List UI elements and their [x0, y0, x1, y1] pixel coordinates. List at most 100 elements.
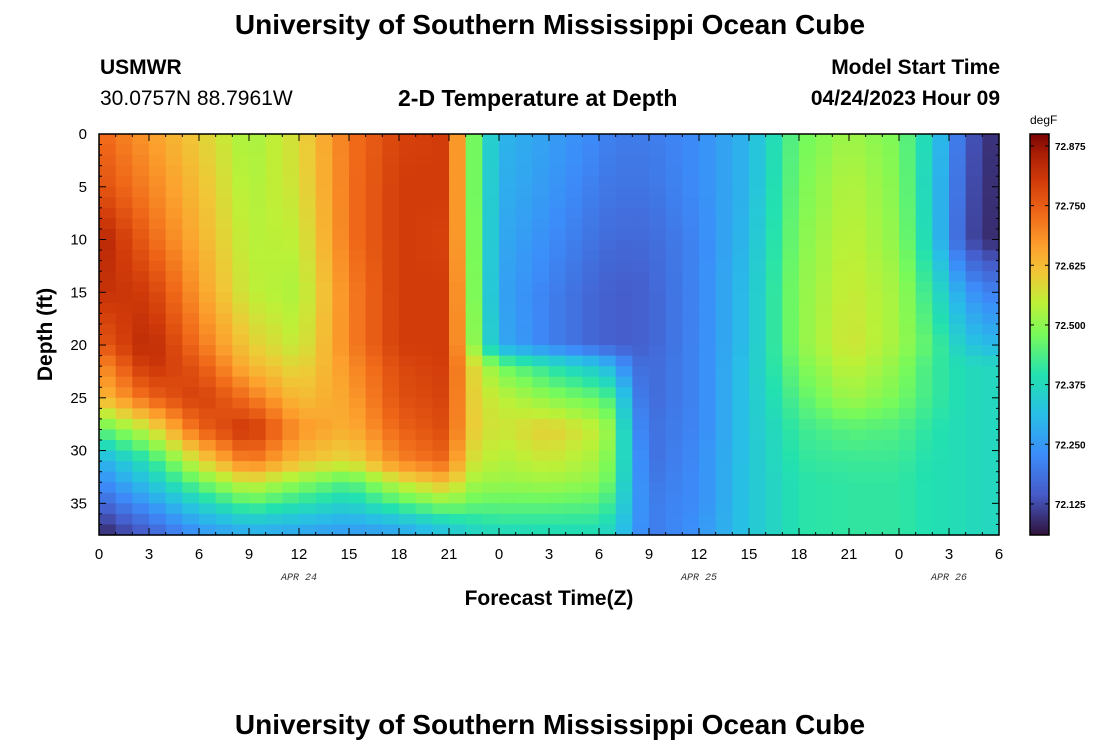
heatmap-cell: [199, 281, 217, 293]
heatmap-cell: [632, 387, 650, 399]
heatmap-cell: [882, 176, 900, 188]
heatmap-cell: [499, 492, 517, 504]
heatmap-cell: [115, 376, 133, 388]
heatmap-cell: [349, 228, 367, 241]
heatmap-cell: [265, 228, 283, 241]
heatmap-cell: [332, 397, 350, 409]
heatmap-cell: [882, 281, 900, 293]
heatmap-cell: [449, 186, 467, 198]
heatmap-cell: [632, 492, 650, 504]
heatmap-cell: [665, 302, 683, 314]
heatmap-cell: [882, 366, 900, 378]
heatmap-cell: [665, 429, 683, 441]
heatmap-cell: [432, 461, 450, 473]
heatmap-cell: [682, 461, 700, 473]
heatmap-cell: [915, 134, 933, 146]
heatmap-cell: [515, 292, 533, 304]
heatmap-cell: [382, 302, 400, 314]
heatmap-cell: [249, 239, 267, 251]
heatmap-cell: [99, 492, 117, 504]
heatmap-cell: [199, 355, 217, 367]
heatmap-cell: [182, 376, 200, 388]
heatmap-cell: [332, 450, 350, 462]
heatmap-cell: [149, 429, 167, 441]
heatmap-cell: [465, 197, 483, 209]
heatmap-cell: [732, 165, 750, 177]
heatmap-cell: [265, 197, 283, 209]
heatmap-cell: [765, 292, 783, 304]
heatmap-cell: [415, 492, 433, 504]
heatmap-cell: [532, 418, 550, 431]
heatmap-cell: [815, 355, 833, 367]
heatmap-cell: [149, 408, 167, 420]
heatmap-cell: [599, 418, 617, 431]
heatmap-cell: [582, 408, 600, 420]
heatmap-cell: [282, 165, 300, 177]
x-tick-label: 3: [945, 546, 953, 563]
heatmap-cell: [732, 471, 750, 483]
heatmap-cell: [899, 323, 917, 336]
heatmap-cell: [732, 397, 750, 409]
heatmap-cell: [249, 440, 267, 452]
heatmap-cell: [415, 513, 433, 526]
heatmap-cell: [382, 144, 400, 156]
heatmap-cell: [382, 503, 400, 515]
heatmap-cell: [515, 513, 533, 526]
heatmap-cell: [582, 197, 600, 209]
heatmap-cell: [365, 503, 383, 515]
heatmap-cell: [349, 313, 367, 325]
heatmap-cell: [649, 176, 667, 188]
heatmap-cell: [982, 207, 1000, 220]
heatmap-cell: [949, 471, 967, 483]
heatmap-cell: [149, 345, 167, 357]
heatmap-cell: [365, 387, 383, 399]
heatmap-cell: [632, 250, 650, 262]
heatmap-cell: [432, 155, 450, 167]
heatmap-cell: [882, 144, 900, 156]
heatmap-cell: [199, 408, 217, 420]
heatmap-cell: [482, 260, 500, 272]
heatmap-cell: [399, 155, 417, 167]
heatmap-cell: [882, 165, 900, 177]
heatmap-cell: [349, 250, 367, 262]
heatmap-cell: [349, 345, 367, 357]
heatmap-cell: [849, 418, 867, 431]
heatmap-cell: [582, 144, 600, 156]
heatmap-cell: [482, 450, 500, 462]
heatmap-cell: [865, 492, 883, 504]
heatmap-cell: [515, 250, 533, 262]
heatmap-cell: [965, 387, 983, 399]
heatmap-cell: [549, 239, 567, 251]
heatmap-cell: [349, 397, 367, 409]
heatmap-cell: [149, 323, 167, 336]
heatmap-cell: [865, 207, 883, 220]
heatmap-cell: [199, 155, 217, 167]
heatmap-cell: [499, 387, 517, 399]
heatmap-cell: [582, 429, 600, 441]
heatmap-cell: [482, 323, 500, 336]
heatmap-cell: [615, 207, 633, 220]
heatmap-cell: [699, 186, 717, 198]
heatmap-cell: [449, 366, 467, 378]
heatmap-cell: [532, 323, 550, 336]
heatmap-cell: [115, 387, 133, 399]
heatmap-cell: [732, 408, 750, 420]
heatmap-cell: [349, 144, 367, 156]
heatmap-cell: [332, 207, 350, 220]
heatmap-cell: [199, 345, 217, 357]
footer-title: University of Southern Mississippi Ocean…: [234, 709, 866, 740]
heatmap-cell: [849, 260, 867, 272]
heatmap-cell: [232, 376, 250, 388]
heatmap-cell: [165, 503, 183, 515]
heatmap-cell: [882, 397, 900, 409]
heatmap-cell: [949, 292, 967, 304]
heatmap-cell: [649, 482, 667, 494]
heatmap-cell: [815, 155, 833, 167]
heatmap-cell: [982, 492, 1000, 504]
heatmap-cell: [432, 418, 450, 431]
heatmap-cell: [449, 397, 467, 409]
heatmap-cell: [265, 292, 283, 304]
heatmap-cell: [215, 492, 233, 504]
heatmap-cell: [782, 471, 800, 483]
heatmap-cell: [982, 302, 1000, 314]
